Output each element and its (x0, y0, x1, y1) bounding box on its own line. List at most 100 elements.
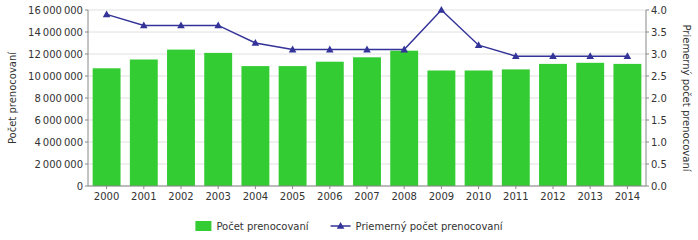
x-tick (292, 186, 293, 189)
bar (130, 60, 158, 187)
x-tick-label: 2011 (503, 191, 528, 202)
x-tick-label: 2002 (168, 191, 193, 202)
bar (204, 53, 232, 186)
x-tick-label: 2008 (391, 191, 416, 202)
legend-label: Priemerný počet prenocovaní (356, 221, 504, 232)
x-tick (478, 186, 479, 189)
y2-tick (646, 10, 649, 11)
marker (400, 46, 408, 53)
legend-swatch (195, 221, 211, 231)
bar (576, 63, 604, 186)
y2-tick-label: 1.0 (651, 137, 667, 148)
marker (475, 41, 483, 48)
y2-tick-label: 4.0 (651, 5, 667, 16)
x-tick (590, 186, 591, 189)
y-tick (85, 32, 88, 33)
x-tick-label: 2014 (615, 191, 640, 202)
y-tick-label: 10 000 000 (28, 71, 83, 82)
legend-marker (337, 222, 345, 229)
marker (586, 52, 594, 59)
y2-tick-label: 3.5 (651, 27, 667, 38)
y2-tick (646, 32, 649, 33)
y-tick (85, 186, 88, 187)
bar (427, 71, 455, 187)
y2-tick (646, 54, 649, 55)
marker (289, 46, 297, 53)
bar (353, 57, 381, 186)
bar (167, 50, 195, 186)
chart: 02 000 0004 000 0006 000 0008 000 00010 … (0, 0, 698, 240)
bar-marks (93, 50, 642, 186)
x-tick-label: 2010 (466, 191, 491, 202)
bar (539, 64, 567, 186)
x-tick (143, 186, 144, 189)
x-tick (367, 186, 368, 189)
bar (279, 66, 307, 186)
y2-tick-label: 3.0 (651, 49, 667, 60)
x-tick (218, 186, 219, 189)
x-tick (441, 186, 442, 189)
y-tick-label: 12 000 000 (28, 49, 83, 60)
bar (316, 62, 344, 186)
y2-tick-label: 2.0 (651, 93, 667, 104)
y-tick (85, 164, 88, 165)
x-tick (255, 186, 256, 189)
y-tick (85, 54, 88, 55)
bar (465, 71, 493, 187)
y2-tick (646, 142, 649, 143)
y2-tick-label: 1.5 (651, 115, 667, 126)
marker (438, 6, 446, 13)
marker (326, 46, 334, 53)
x-tick-label: 2005 (280, 191, 305, 202)
y-tick (85, 76, 88, 77)
x-tick-label: 2012 (540, 191, 565, 202)
y-tick (85, 120, 88, 121)
marker (214, 21, 222, 28)
marker (624, 52, 632, 59)
marker (549, 52, 557, 59)
x-tick (106, 186, 107, 189)
line-marks (103, 6, 631, 59)
x-tick (553, 186, 554, 189)
x-tick (329, 186, 330, 189)
axes: 02 000 0004 000 0006 000 0008 000 00010 … (28, 5, 667, 203)
y2-tick (646, 164, 649, 165)
x-tick-label: 2003 (205, 191, 230, 202)
y-tick-label: 0 (77, 181, 83, 192)
y2-tick (646, 98, 649, 99)
x-tick-label: 2013 (577, 191, 602, 202)
x-tick (404, 186, 405, 189)
line (107, 10, 628, 56)
legend-item: Počet prenocovaní (195, 221, 309, 232)
y2-tick (646, 76, 649, 77)
bar (613, 64, 641, 186)
bar (241, 66, 269, 186)
x-tick-label: 2004 (243, 191, 268, 202)
x-tick (515, 186, 516, 189)
bar (93, 68, 121, 186)
y2-tick-label: 2.5 (651, 71, 667, 82)
marker (140, 21, 148, 28)
marker (177, 21, 185, 28)
y-tick-label: 6 000 000 (34, 115, 83, 126)
x-tick-label: 2006 (317, 191, 342, 202)
y2-tick (646, 120, 649, 121)
y-tick-label: 14 000 000 (28, 27, 83, 38)
y-axis-label: Počet prenocovaní (7, 51, 18, 144)
grid (88, 10, 646, 186)
y-tick-label: 2 000 000 (34, 159, 83, 170)
y2-tick (646, 186, 649, 187)
y-tick (85, 10, 88, 11)
bar (502, 69, 530, 186)
x-tick (181, 186, 182, 189)
grid-line (88, 32, 646, 33)
y-tick-label: 4 000 000 (34, 137, 83, 148)
y2-axis-label: Priemerný počet prenocovaní (681, 24, 692, 172)
y2-tick-label: 0.5 (651, 159, 667, 170)
x-tick (627, 186, 628, 189)
legend-label: Počet prenocovaní (216, 221, 309, 232)
y2-tick-label: 0.0 (651, 181, 667, 192)
grid-line (88, 10, 646, 11)
marker (103, 10, 111, 17)
x-tick-label: 2007 (354, 191, 379, 202)
